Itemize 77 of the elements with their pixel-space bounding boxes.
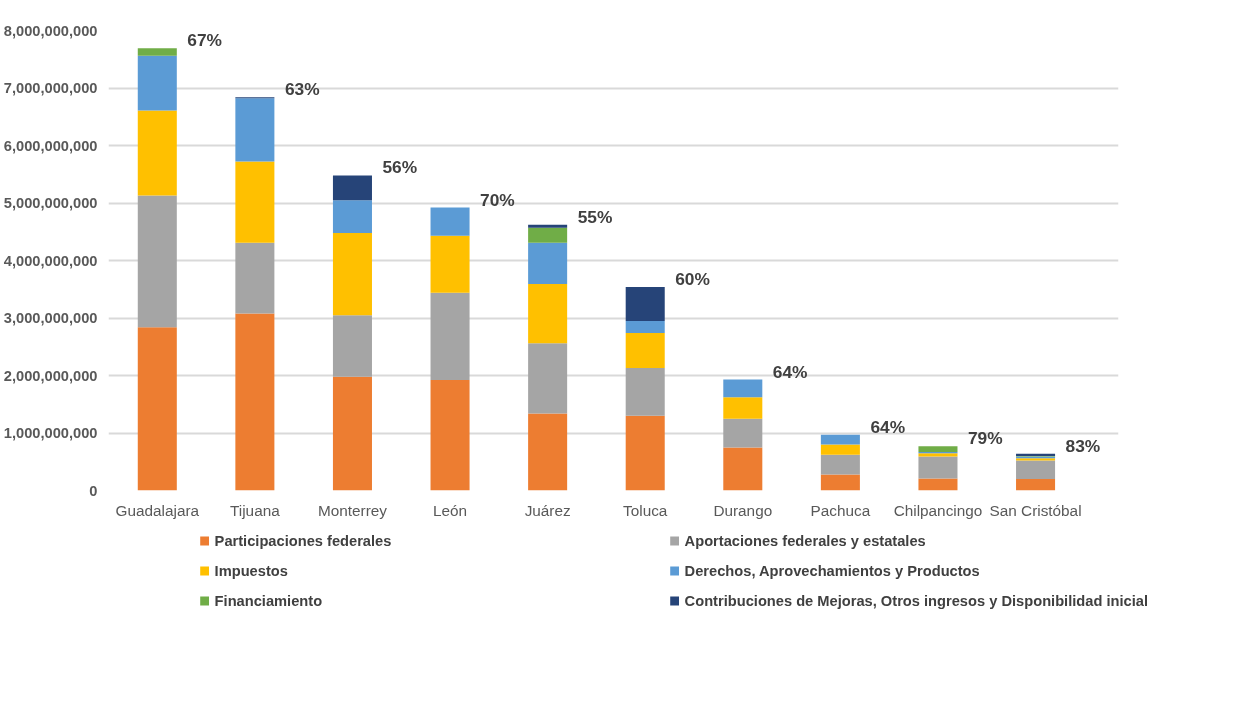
x-tick-label: Juárez (524, 501, 571, 519)
bar (625, 368, 665, 416)
legend-label: Participaciones federales (214, 532, 393, 549)
bar (625, 320, 665, 333)
bar (625, 332, 665, 369)
y-tick-label: 8,000,000,000 (3, 22, 98, 39)
bar (1016, 460, 1056, 479)
annotation: 64% (772, 361, 808, 382)
annotation: 60% (675, 268, 710, 289)
x-tick-label: Tijuana (230, 501, 281, 519)
x-tick-label: Monterrey (317, 501, 388, 519)
y-tick-label: 6,000,000,000 (3, 137, 98, 154)
annotation: 79% (967, 428, 1003, 449)
x-tick-label: Guadalajara (115, 501, 200, 519)
x-tick-label: León (433, 501, 468, 519)
bar (723, 447, 763, 491)
bar (528, 227, 568, 243)
x-tick-label: Chilpancingo (893, 501, 983, 519)
bar (430, 380, 470, 491)
bar (528, 284, 568, 344)
annotation: 67% (187, 30, 222, 51)
bar (820, 454, 860, 475)
bar (820, 474, 860, 491)
bar (625, 286, 665, 321)
x-tick-label: Pachuca (810, 501, 871, 519)
bar (137, 195, 177, 328)
bar (235, 161, 275, 243)
bar (235, 98, 275, 162)
bar (332, 315, 372, 377)
legend-label: Aportaciones federales y estatales (684, 532, 927, 549)
bar (723, 379, 763, 398)
x-tick-label: Durango (713, 501, 773, 519)
bar (430, 292, 470, 381)
bar (528, 343, 568, 414)
y-tick-label: 2,000,000,000 (3, 367, 98, 384)
annotation: 70% (480, 189, 515, 210)
y-tick-label: 5,000,000,000 (3, 195, 98, 211)
bar (332, 376, 372, 491)
legend-label: Contribuciones de Mejoras, Otros ingresos y Disponibilidad inicial (684, 592, 1148, 609)
bar (137, 55, 177, 111)
legend-label: Financiamiento (214, 592, 324, 609)
bar (723, 397, 763, 419)
y-tick-label: 0 (89, 482, 98, 499)
x-tick-label: San Cristóbal (989, 501, 1082, 519)
annotation: 55% (577, 206, 613, 227)
bar (528, 224, 568, 228)
bar (820, 444, 860, 455)
bar (430, 235, 470, 293)
annotation: 64% (870, 416, 906, 437)
bar (820, 434, 860, 445)
bar (918, 456, 958, 479)
bar (332, 232, 372, 316)
bar (528, 413, 568, 491)
y-tick-label: 3,000,000,000 (3, 310, 98, 326)
y-tick-label: 4,000,000,000 (3, 252, 98, 269)
legend-label: Derechos, Aprovechamientos y Productos (684, 562, 981, 579)
bar (430, 207, 470, 236)
bar (235, 313, 275, 491)
annotation: 63% (284, 79, 320, 100)
bar (918, 478, 958, 491)
bar (137, 327, 177, 491)
x-tick-label: Toluca (623, 501, 668, 519)
annotation: 56% (382, 157, 418, 178)
y-tick-label: 7,000,000,000 (3, 80, 98, 96)
bar (1016, 479, 1056, 491)
bar (235, 242, 275, 314)
bar (528, 242, 568, 285)
bar (723, 418, 763, 448)
bar (625, 415, 665, 491)
bar (918, 446, 958, 452)
bar (137, 110, 177, 196)
y-tick-label: 1,000,000,000 (3, 425, 98, 441)
bar (137, 48, 177, 56)
legend-label: Impuestos (214, 562, 289, 579)
bar (332, 200, 372, 233)
annotation: 83% (1065, 435, 1101, 456)
bar (332, 175, 372, 201)
